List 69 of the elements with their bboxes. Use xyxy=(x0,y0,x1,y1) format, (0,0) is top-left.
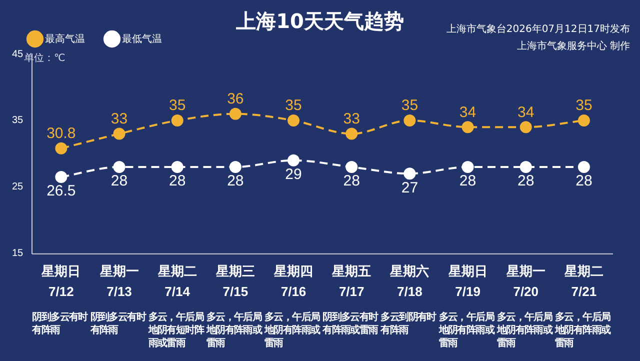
legend-label: 最低气温 xyxy=(122,32,162,45)
x-tick-label: 星期二 7/14 xyxy=(156,263,197,300)
data-label: 26.5 xyxy=(46,182,76,200)
x-tick-label: 星期一 7/20 xyxy=(505,263,546,300)
text: 多云到阴有时有阵雨 xyxy=(380,311,438,338)
text: 多云，午后局地阴有阵雨或雷雨 xyxy=(206,311,264,350)
point xyxy=(171,114,184,126)
text: 多云，午后局地阴有阵雨或雷雨 xyxy=(264,311,322,350)
text: 阴到多云有时有阵雨 xyxy=(90,311,147,338)
point xyxy=(171,160,184,173)
data-label: 34 xyxy=(459,104,476,121)
data-label: 29 xyxy=(285,166,302,183)
chart-title: 上海10天天气趋势 xyxy=(236,9,404,33)
point xyxy=(462,121,474,134)
data-label: 35 xyxy=(285,97,302,114)
text: 多云，午后局地阴有阵雨或雷雨 xyxy=(438,311,496,350)
data-label: 28 xyxy=(343,172,360,190)
text: 阴到多云有时有阵雨 xyxy=(32,311,89,338)
y-tick-label: 35 xyxy=(12,115,24,126)
point xyxy=(113,128,126,140)
x-tick-label: 星期六 7/18 xyxy=(389,263,430,300)
y-tick-label: 25 xyxy=(12,182,24,193)
data-label: 33 xyxy=(110,110,128,128)
data-label: 36 xyxy=(227,90,244,108)
data-label: 28 xyxy=(169,172,186,190)
data-label: 33 xyxy=(343,110,360,128)
point xyxy=(346,128,358,140)
point xyxy=(404,168,416,180)
point xyxy=(520,160,532,173)
point xyxy=(288,154,300,166)
point xyxy=(229,108,242,120)
point xyxy=(288,114,300,126)
data-label: 30.8 xyxy=(46,125,76,142)
data-label: 28 xyxy=(110,172,128,190)
text: 阴到多云有时有阵雨或雷雨 xyxy=(322,311,380,338)
data-label: 35 xyxy=(169,97,186,114)
legend-label: 最高气温 xyxy=(45,32,85,45)
point xyxy=(404,114,416,126)
x-tick-label: 星期三 7/15 xyxy=(214,263,255,300)
point xyxy=(462,160,474,173)
point xyxy=(578,114,590,126)
point xyxy=(578,160,590,173)
point xyxy=(55,142,68,154)
y-tick-label: 15 xyxy=(12,248,24,260)
x-tick-label: 星期日 7/19 xyxy=(447,263,488,300)
data-label: 28 xyxy=(459,172,476,190)
x-tick-label: 星期日 7/12 xyxy=(40,263,81,300)
data-label: 35 xyxy=(401,97,418,114)
x-tick-label: 星期四 7/16 xyxy=(273,263,314,300)
data-label: 28 xyxy=(576,172,592,190)
data-label: 35 xyxy=(576,97,592,114)
data-label: 34 xyxy=(518,104,534,121)
text: 多云，午后局地阴有短时阵雨或雷雨 xyxy=(148,311,206,350)
x-tick-label: 星期二 7/21 xyxy=(563,263,604,300)
data-label: 28 xyxy=(227,172,244,190)
x-tick-label: 星期一 7/13 xyxy=(98,263,139,300)
point xyxy=(346,160,358,173)
point xyxy=(520,121,532,134)
point xyxy=(229,160,242,173)
text: 上海市气象台2026年07月12日17时发布 xyxy=(446,22,630,36)
y-tick-label: 45 xyxy=(12,48,24,60)
text: 多云，午后局地阴有阵雨或雷雨 xyxy=(496,311,554,350)
point xyxy=(55,170,68,183)
text: 上海市气象服务中心 制作 xyxy=(516,40,630,53)
data-label: 27 xyxy=(401,179,418,196)
text: 多云，午后局地阴有阵雨或雷雨 xyxy=(554,311,612,350)
data-label: 28 xyxy=(518,172,534,190)
x-tick-label: 星期五 7/17 xyxy=(331,263,372,300)
point xyxy=(113,160,126,173)
